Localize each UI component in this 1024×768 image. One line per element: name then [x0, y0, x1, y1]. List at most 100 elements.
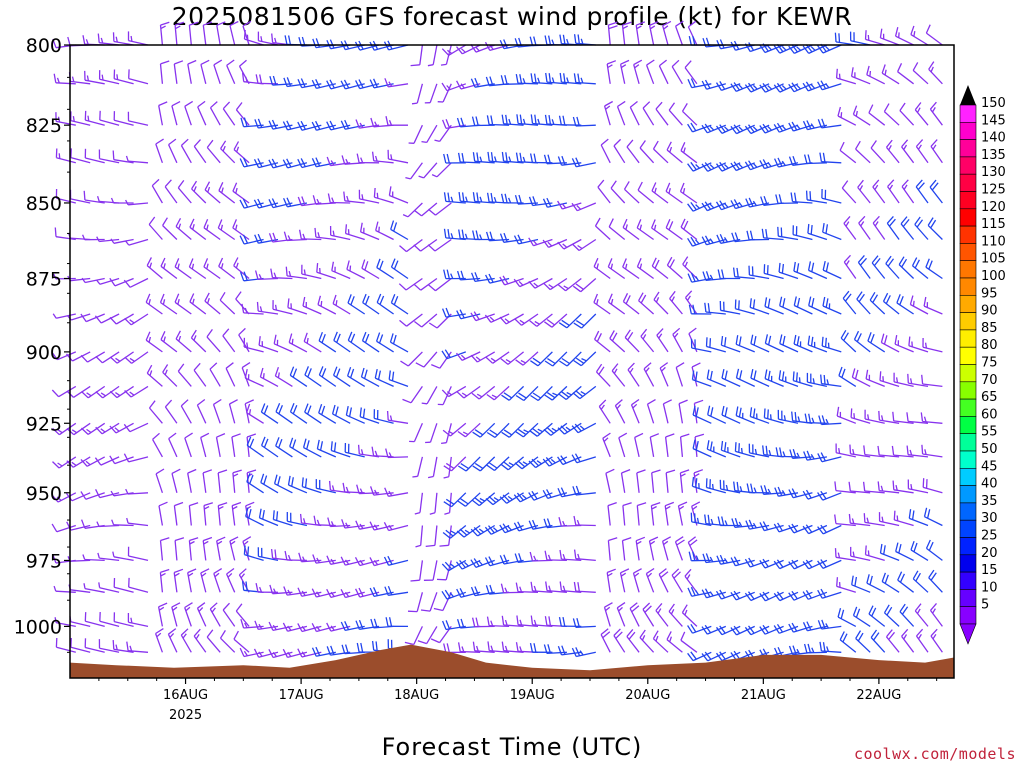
wind-barb-feather [292, 439, 297, 449]
colorbar-segment [959, 502, 977, 521]
wind-barb-feather [687, 163, 694, 172]
credit-link[interactable]: coolwx.com/models [853, 745, 1016, 763]
wind-barb-feather [487, 151, 490, 162]
wind-barb-feather [593, 293, 599, 303]
wind-barb-shaft [410, 386, 423, 404]
wind-barb-feather [501, 641, 505, 651]
wind-barb-feather [275, 403, 281, 413]
wind-barb-feather [573, 322, 582, 329]
y-tick-label: 825 [26, 115, 62, 137]
wind-barb-feather [872, 294, 879, 303]
wind-barb-feather [291, 338, 294, 345]
wind-barb-shaft [503, 123, 524, 126]
wind-barb-feather [724, 442, 727, 452]
wind-barb-shaft [416, 592, 424, 612]
wind-barb-feather [500, 75, 505, 85]
wind-barb-shaft [792, 200, 813, 204]
wind-barb-feather [420, 609, 431, 612]
wind-barb-feather [286, 197, 292, 207]
wind-barb-feather [689, 539, 698, 547]
wind-barb-feather [855, 110, 858, 117]
wind-barb-feather [450, 273, 454, 279]
wind-barb-feather [730, 41, 736, 51]
wind-barb-feather [459, 309, 465, 319]
wind-barb-feather [566, 391, 572, 396]
wind-barb-feather [909, 295, 914, 305]
wind-barb-feather [692, 304, 696, 314]
wind-barb-feather [384, 78, 389, 88]
wind-barb-feather [71, 461, 77, 467]
wind-barb-feather [687, 587, 693, 597]
wind-barb-feather [472, 152, 476, 162]
wind-barb-feather [461, 192, 465, 202]
wind-barb-feather [203, 21, 213, 26]
wind-barb-feather [651, 501, 661, 507]
wind-barb-feather [470, 586, 476, 596]
wind-barb-feather [739, 370, 743, 380]
wind-barb-feather [777, 157, 783, 167]
wind-barb-shaft [665, 472, 669, 493]
wind-barb-feather [450, 196, 454, 203]
wind-barb-feather [719, 554, 725, 564]
wind-barb-feather [898, 256, 905, 265]
wind-barb-feather [283, 586, 288, 596]
wind-barb-feather [362, 293, 367, 303]
wind-barb-feather [740, 447, 743, 454]
wind-barb-shaft [707, 162, 727, 172]
wind-barb-feather [375, 221, 379, 231]
wind-barb-shaft [706, 345, 726, 353]
wind-barb-feather [545, 456, 553, 465]
wind-barb-feather [810, 225, 813, 235]
wind-barb-feather [773, 45, 781, 54]
wind-barb-feather [879, 371, 882, 381]
wind-barb-feather [687, 625, 694, 634]
wind-barb-feather [360, 367, 365, 378]
wind-barb-feather [460, 117, 465, 127]
wind-barb-feather [788, 156, 794, 166]
wind-barb-feather [331, 197, 335, 203]
x-tick-label: 20AUG [625, 688, 670, 703]
wind-barb-feather [503, 39, 508, 49]
wind-barb-feather [446, 269, 450, 279]
wind-barb-feather [733, 625, 741, 634]
wind-barb-feather [777, 647, 783, 656]
wind-barb-feather [909, 378, 913, 384]
wind-barb-feather [340, 589, 346, 598]
wind-barb-feather [547, 154, 552, 164]
wind-barb-feather [473, 311, 480, 320]
wind-barb-feather [607, 572, 613, 577]
wind-barb-feather [897, 63, 903, 72]
wind-barb-feather [488, 556, 494, 566]
wind-barb-shaft [419, 560, 424, 581]
wind-barb-feather [174, 572, 180, 577]
wind-barb-feather [645, 367, 650, 373]
wind-barb-feather [734, 442, 737, 452]
wind-barb-shaft [626, 146, 640, 164]
wind-barb-feather [610, 298, 614, 305]
wind-barb-feather [576, 116, 580, 126]
wind-barb-feather [684, 60, 692, 69]
wind-barb-feather [85, 39, 89, 45]
wind-barb-feather [892, 480, 895, 490]
wind-barb-feather [502, 494, 510, 502]
wind-barb-shaft [206, 147, 221, 164]
wind-barb-feather [110, 197, 115, 204]
wind-barb-feather [204, 506, 210, 510]
wind-barb-feather [101, 74, 104, 81]
wind-barb-feather [636, 258, 642, 267]
wind-barb-feather [162, 299, 166, 305]
wind-barb-feather [858, 293, 865, 303]
wind-barb-feather [283, 198, 288, 208]
wind-barb-feather [287, 235, 291, 241]
wind-barb-feather [364, 295, 370, 305]
wind-barb-feather [624, 263, 628, 270]
wind-barb-feather [551, 77, 555, 83]
colorbar-label: 25 [981, 529, 998, 544]
wind-barb-feather [543, 518, 548, 528]
wind-barb-shaft [184, 437, 192, 458]
wind-barb-feather [763, 195, 768, 206]
wind-barb-feather [355, 588, 361, 598]
wind-barb-feather [622, 293, 629, 302]
wind-barb-feather [388, 452, 393, 458]
wind-barb-feather [316, 519, 320, 526]
